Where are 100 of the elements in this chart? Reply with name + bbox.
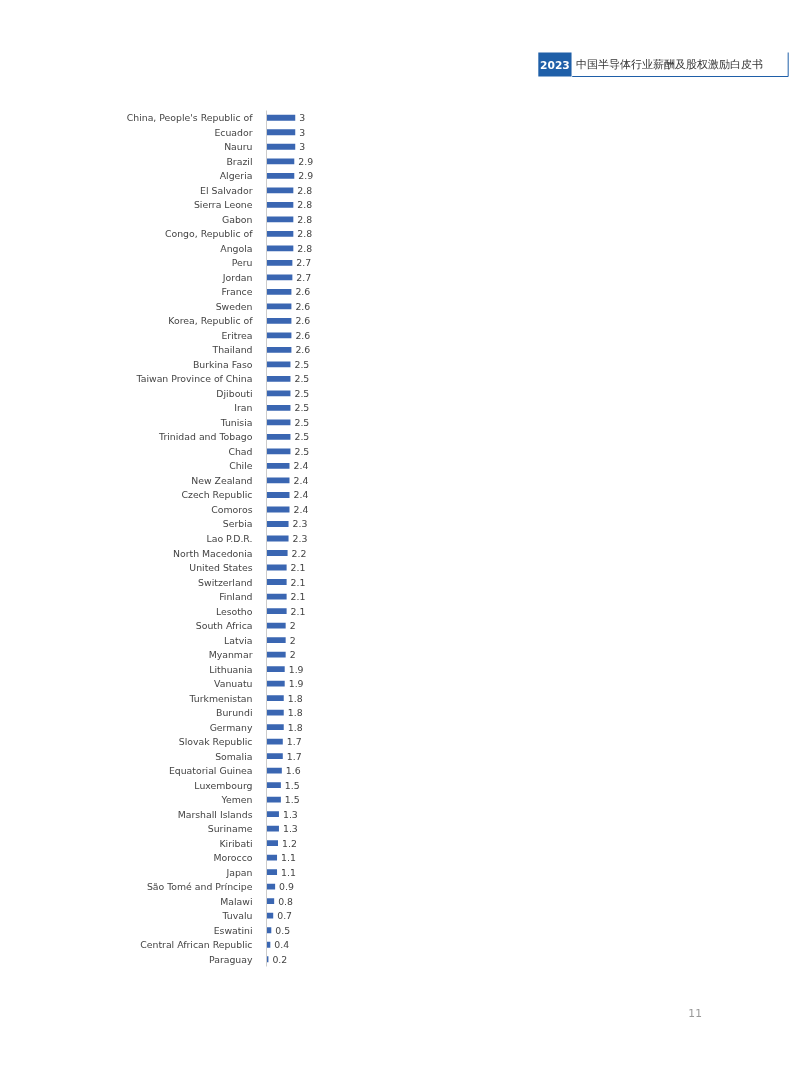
y-tick-label: United States xyxy=(189,562,253,574)
y-tick-label: New Zealand xyxy=(191,474,253,486)
data-label: 2.2 xyxy=(291,547,307,559)
data-label: 1.5 xyxy=(284,779,300,791)
data-label: 0.2 xyxy=(272,953,288,965)
y-tick-label: Thailand xyxy=(211,344,253,356)
data-label: 2.1 xyxy=(290,562,306,574)
data-label: 0.9 xyxy=(279,881,295,893)
y-tick-label: Tuvalu xyxy=(221,910,253,922)
data-label: 2.4 xyxy=(293,489,309,501)
y-tick-label: Tunisia xyxy=(219,416,253,428)
data-label: 1.7 xyxy=(286,736,302,748)
y-tick-label: Lesotho xyxy=(215,605,253,617)
data-label: 2.8 xyxy=(297,228,313,240)
y-tick-label: Gabon xyxy=(222,213,253,225)
y-tick-label: North Macedonia xyxy=(172,547,253,559)
y-tick-label: South Africa xyxy=(195,620,253,632)
data-label: 2.5 xyxy=(294,387,310,399)
data-label: 0.8 xyxy=(278,895,294,907)
data-label: 1.9 xyxy=(288,663,304,675)
y-tick-label: Congo, Republic of xyxy=(164,228,254,240)
y-tick-label: Suriname xyxy=(207,823,253,835)
data-label: 2 xyxy=(289,620,296,632)
y-tick-label: Marshall Islands xyxy=(177,808,253,820)
data-label: 1.5 xyxy=(284,794,300,806)
y-tick-label: Eritrea xyxy=(221,329,253,341)
data-label: 2 xyxy=(289,649,296,661)
data-label: 2.1 xyxy=(290,576,306,588)
y-tick-label: Trinidad and Tobago xyxy=(158,431,253,443)
data-label: 2.3 xyxy=(292,533,308,544)
data-label: 1.8 xyxy=(287,721,303,733)
y-tick-label: Lao P.D.R. xyxy=(206,533,253,544)
text: 11 xyxy=(688,1006,702,1020)
y-tick-label: Turkmenistan xyxy=(188,692,253,704)
data-label: 2.5 xyxy=(294,358,310,370)
data-label: 2.5 xyxy=(294,416,310,428)
data-label: 2.8 xyxy=(297,242,313,254)
y-tick-label: Malawi xyxy=(220,895,253,907)
data-label: 2.4 xyxy=(293,503,309,515)
y-tick-label: Vanuatu xyxy=(214,678,253,690)
data-label: 2.6 xyxy=(295,344,311,356)
y-tick-label: Jordan xyxy=(221,271,253,283)
y-tick-label: Iran xyxy=(234,402,253,414)
y-tick-label: Ecuador xyxy=(214,126,253,138)
data-label: 2.8 xyxy=(297,184,313,196)
data-label: 2.1 xyxy=(290,591,306,603)
y-tick-label: Sierra Leone xyxy=(193,199,253,211)
data-label: 1.8 xyxy=(287,707,303,719)
y-tick-label: Yemen xyxy=(220,794,253,806)
data-label: 2.6 xyxy=(295,286,311,298)
data-label: 0.5 xyxy=(275,924,291,936)
y-tick-label: Myanmar xyxy=(208,649,253,661)
y-tick-label: Latvia xyxy=(224,634,253,646)
y-tick-label: Lithuania xyxy=(209,663,253,675)
y-tick-label: Eswatini xyxy=(213,924,253,936)
y-tick-label: Japan xyxy=(225,866,253,878)
data-label: 2.6 xyxy=(295,315,311,327)
y-tick-label: Serbia xyxy=(222,518,253,530)
y-tick-label: Germany xyxy=(209,721,253,733)
data-label: 2.9 xyxy=(298,155,314,167)
y-tick-label: Paraguay xyxy=(208,953,253,965)
data-label: 3 xyxy=(299,126,306,138)
data-label: 1.6 xyxy=(285,765,301,777)
data-label: 1.8 xyxy=(287,692,303,704)
y-tick-label: Chad xyxy=(228,445,253,457)
y-tick-label: Burundi xyxy=(216,707,253,719)
y-tick-label: Korea, Republic of xyxy=(168,315,254,327)
data-label: 2.5 xyxy=(294,445,310,457)
y-tick-label: China, People's Republic of xyxy=(126,112,254,124)
data-label: 1.3 xyxy=(282,823,298,835)
y-tick-label: Algeria xyxy=(219,170,253,182)
data-label: 0.4 xyxy=(274,939,290,951)
y-tick-label: Sweden xyxy=(215,300,253,312)
data-label: 2.7 xyxy=(296,257,312,269)
data-label: 3 xyxy=(299,112,306,124)
y-tick-label: Equatorial Guinea xyxy=(168,765,253,777)
data-label: 2.5 xyxy=(294,431,310,443)
y-tick-label: Somalia xyxy=(215,750,253,762)
data-label: 2.5 xyxy=(294,373,310,385)
data-label: 2.8 xyxy=(297,199,313,211)
y-tick-label: São Tomé and Príncipe xyxy=(146,881,253,893)
y-tick-label: Morocco xyxy=(213,852,253,864)
y-tick-label: Chile xyxy=(229,460,253,472)
data-label: 2 xyxy=(289,634,296,646)
data-label: 2.6 xyxy=(295,329,311,341)
data-label: 0.7 xyxy=(277,910,293,922)
data-label: 1.1 xyxy=(281,866,296,878)
y-tick-label: Luxembourg xyxy=(194,779,253,791)
data-label: 2.8 xyxy=(297,213,313,225)
data-label: 2.6 xyxy=(295,300,311,312)
y-tick-label: Kiribati xyxy=(219,837,253,849)
y-tick-label: Djibouti xyxy=(216,387,253,399)
data-label: 1.3 xyxy=(282,808,298,820)
data-label: 1.9 xyxy=(288,678,304,690)
y-tick-label: Central African Republic xyxy=(140,939,253,951)
data-label: 2.4 xyxy=(293,474,309,486)
y-tick-label: Peru xyxy=(231,257,253,269)
data-label: 2.1 xyxy=(290,605,306,617)
text: 中国半导体行业薪酬及股权激励白皮书 xyxy=(576,58,764,71)
data-label: 2.3 xyxy=(292,518,308,530)
